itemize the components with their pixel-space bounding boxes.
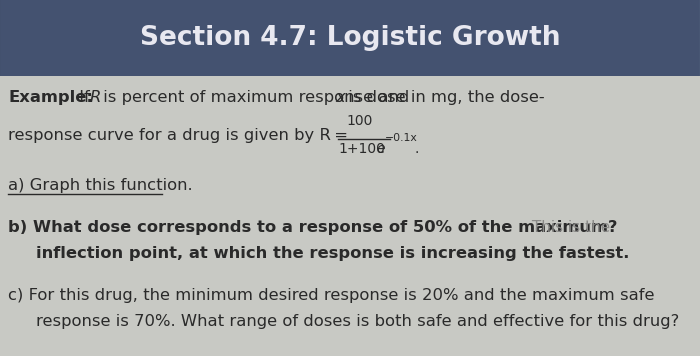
Text: response curve for a drug is given by R =: response curve for a drug is given by R …	[8, 128, 348, 143]
Text: e: e	[376, 142, 384, 156]
Text: c) For this drug, the minimum desired response is 20% and the maximum safe: c) For this drug, the minimum desired re…	[8, 288, 655, 303]
Text: −0.1x: −0.1x	[385, 133, 418, 143]
Text: Section 4.7: Logistic Growth: Section 4.7: Logistic Growth	[140, 25, 560, 51]
Text: R: R	[90, 90, 101, 105]
Text: Example:: Example:	[8, 90, 93, 105]
Text: .: .	[414, 142, 419, 156]
Text: If: If	[74, 90, 95, 105]
Text: is percent of maximum response and: is percent of maximum response and	[98, 90, 414, 105]
Text: response is 70%. What range of doses is both safe and effective for this drug?: response is 70%. What range of doses is …	[36, 314, 679, 329]
Text: b) What dose corresponds to a response of 50% of the maximum?: b) What dose corresponds to a response o…	[8, 220, 617, 235]
Text: 1+100: 1+100	[338, 142, 385, 156]
Text: is dose in mg, the dose-: is dose in mg, the dose-	[343, 90, 545, 105]
Text: x: x	[335, 90, 344, 105]
Text: inflection point, at which the response is increasing the fastest.: inflection point, at which the response …	[36, 246, 629, 261]
Text: a) Graph this function.: a) Graph this function.	[8, 178, 192, 193]
Text: This is the: This is the	[527, 220, 610, 235]
Text: 100: 100	[346, 114, 373, 128]
